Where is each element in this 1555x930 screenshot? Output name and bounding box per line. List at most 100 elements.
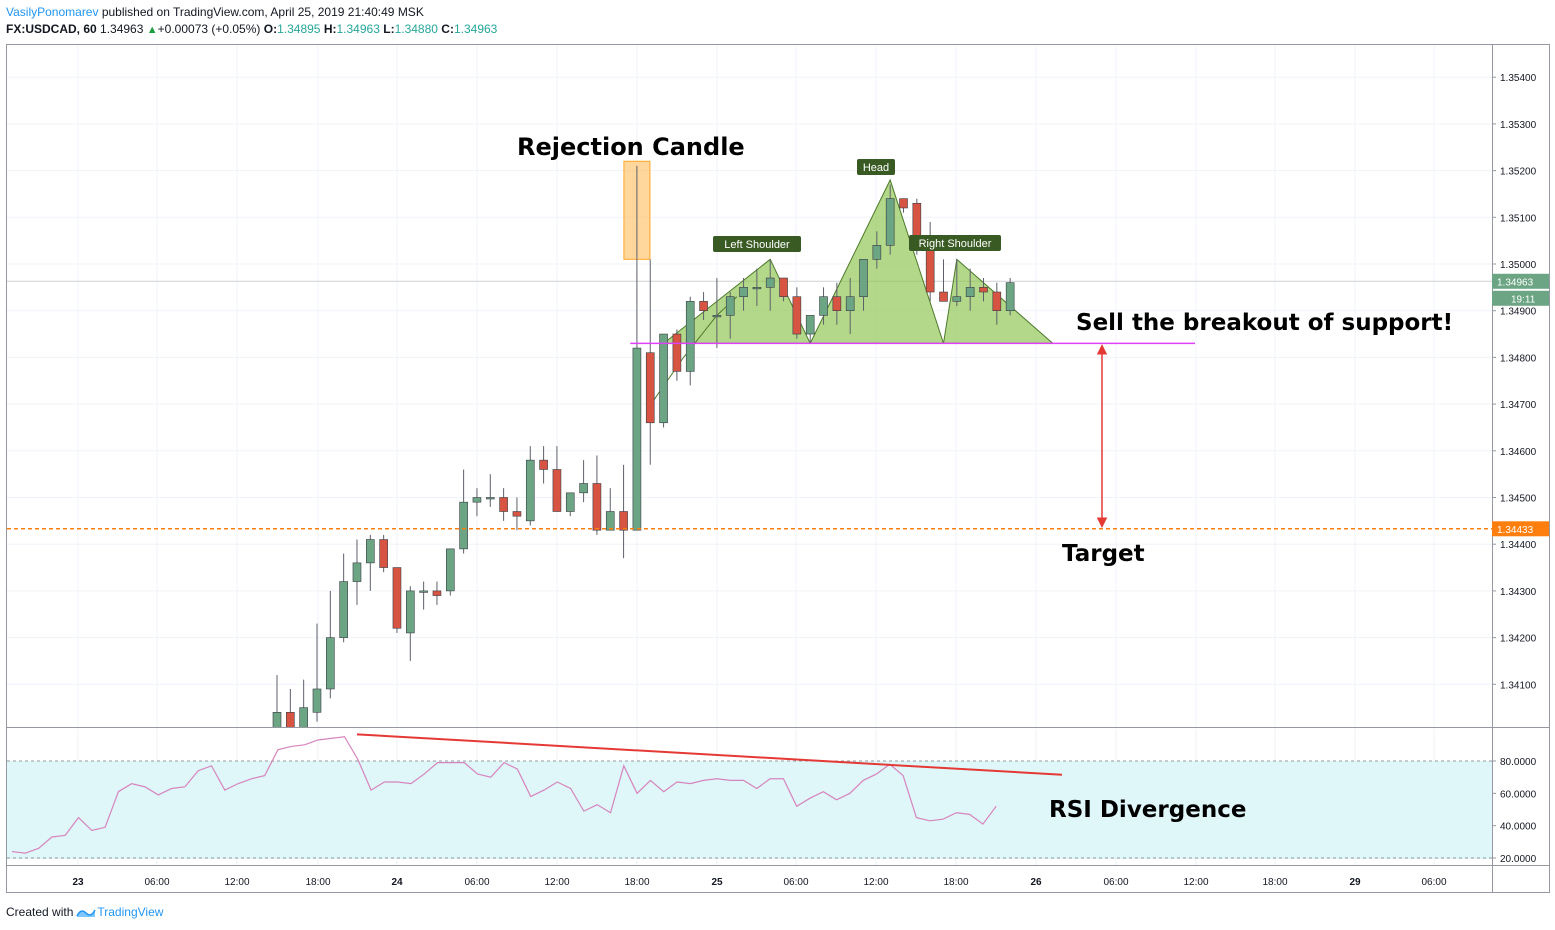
- candle-up[interactable]: [339, 581, 348, 638]
- price-tick-label: 1.34400: [1500, 540, 1537, 551]
- candle-up[interactable]: [459, 501, 468, 550]
- candle-up[interactable]: [605, 511, 615, 531]
- rejection-candle-label: Rejection Candle: [517, 133, 745, 161]
- candle-up[interactable]: [326, 637, 335, 690]
- rsi-tick-label: 80.0000: [1500, 757, 1537, 768]
- time-tick-label: 18:00: [305, 877, 330, 888]
- rsi-divergence-label: RSI Divergence: [1049, 797, 1246, 823]
- time-tick-label: 12:00: [1183, 877, 1208, 888]
- candle-down[interactable]: [899, 198, 908, 209]
- publish-info: VasilyPonomarev published on TradingView…: [6, 5, 424, 19]
- ohlc-legend: FX:USDCAD, 60 1.34963 ▲+0.00073 (+0.05%)…: [6, 22, 497, 36]
- candle-up[interactable]: [299, 707, 308, 731]
- candle-down[interactable]: [792, 296, 802, 335]
- rsi-tick-label: 40.0000: [1500, 822, 1537, 833]
- candle-up[interactable]: [632, 347, 642, 531]
- candle-up[interactable]: [419, 590, 428, 593]
- candle-down[interactable]: [672, 333, 682, 372]
- author-link[interactable]: VasilyPonomarev: [6, 5, 99, 19]
- candle-down[interactable]: [539, 459, 548, 470]
- time-tick-label: 23: [72, 877, 84, 888]
- candle-up[interactable]: [739, 287, 748, 297]
- candle-up[interactable]: [752, 287, 762, 290]
- candle-up[interactable]: [965, 287, 975, 297]
- divergence-line[interactable]: [356, 733, 1063, 776]
- time-axis[interactable]: 23 06:00 12:00 18:00 24 06:00 12:00 18:00 25 06:0…: [72, 877, 1447, 888]
- time-tick-label: 06:00: [1421, 877, 1446, 888]
- target-label: Target: [1062, 541, 1145, 567]
- candle-up[interactable]: [819, 296, 828, 316]
- candle-up[interactable]: [579, 483, 588, 494]
- candle-up[interactable]: [885, 198, 895, 246]
- candle-down[interactable]: [992, 291, 1002, 311]
- candle-up[interactable]: [445, 548, 455, 592]
- left-shoulder-label: Left Shoulder: [724, 239, 790, 251]
- candle-up[interactable]: [845, 296, 855, 312]
- candle-down[interactable]: [499, 497, 508, 512]
- price-tick-label: 1.34300: [1500, 587, 1537, 598]
- last-price: 1.34963: [100, 22, 144, 36]
- candle-up[interactable]: [725, 296, 735, 316]
- candle-up[interactable]: [405, 590, 415, 634]
- time-tick-label: 18:00: [624, 877, 649, 888]
- created-with-text: Created with: [6, 905, 74, 919]
- candle-down[interactable]: [592, 483, 602, 531]
- candle-down[interactable]: [619, 511, 628, 531]
- rsi-tick-label: 60.0000: [1500, 789, 1537, 800]
- candle-down[interactable]: [392, 567, 402, 629]
- price-tick-label: 1.35400: [1500, 73, 1537, 84]
- candle-up[interactable]: [765, 277, 775, 288]
- price-axis[interactable]: 1.35400 1.35300 1.35200 1.35100 1.35000 1.349…: [1492, 73, 1537, 691]
- candle-up[interactable]: [472, 497, 482, 503]
- time-tick-label: 25: [711, 877, 723, 888]
- candle-up[interactable]: [805, 315, 815, 335]
- countdown-badge: [1492, 290, 1549, 306]
- candle-up[interactable]: [712, 315, 722, 318]
- rsi-line[interactable]: [11, 736, 997, 854]
- time-tick-label: 06:00: [144, 877, 169, 888]
- candle-up[interactable]: [872, 245, 882, 260]
- high-value: 1.34963: [336, 22, 380, 36]
- candle-down[interactable]: [512, 511, 522, 517]
- candle-up[interactable]: [685, 301, 695, 372]
- candle-down[interactable]: [286, 712, 295, 731]
- candle-down[interactable]: [379, 539, 388, 568]
- candle-up[interactable]: [659, 333, 668, 424]
- candle-down[interactable]: [645, 352, 655, 424]
- candle-up[interactable]: [952, 296, 962, 302]
- candle-up[interactable]: [485, 497, 495, 500]
- price-tick-label: 1.34900: [1500, 307, 1537, 318]
- candle-down[interactable]: [779, 277, 788, 297]
- right-shoulder-label-bg: [909, 235, 1001, 251]
- target-price-badge: [1492, 521, 1549, 537]
- candle-up[interactable]: [312, 688, 322, 713]
- candle-down[interactable]: [432, 590, 442, 596]
- candle-down[interactable]: [699, 301, 708, 311]
- open-value: 1.34895: [277, 22, 321, 36]
- candle-down[interactable]: [832, 296, 842, 312]
- time-tick-label: 12:00: [544, 877, 569, 888]
- tradingview-link[interactable]: TradingView: [97, 905, 164, 919]
- tradingview-logo-icon: [76, 909, 97, 918]
- close-label: C:: [441, 22, 454, 36]
- candle-up[interactable]: [859, 259, 868, 297]
- time-tick-label: 18:00: [1262, 877, 1287, 888]
- price-tick-label: 1.35000: [1500, 260, 1537, 271]
- symbol-label[interactable]: FX:USDCAD, 60: [6, 22, 97, 36]
- candle-up[interactable]: [565, 492, 575, 512]
- rsi-axis[interactable]: 80.0000 60.0000 40.0000 20.0000: [1492, 757, 1537, 865]
- candle-down[interactable]: [979, 287, 988, 293]
- candle-up[interactable]: [272, 712, 282, 740]
- right-shoulder-label: Right Shoulder: [919, 238, 992, 250]
- price-tick-label: 1.34800: [1500, 353, 1537, 364]
- candle-up[interactable]: [1005, 282, 1015, 311]
- price-tick-label: 1.34500: [1500, 494, 1537, 505]
- candlestick-series[interactable]: [272, 165, 1015, 754]
- candle-down[interactable]: [939, 291, 948, 302]
- head-label: Head: [863, 162, 889, 174]
- candle-up[interactable]: [352, 562, 362, 582]
- candle-up[interactable]: [366, 539, 375, 564]
- candle-down[interactable]: [552, 469, 562, 512]
- candle-up[interactable]: [525, 459, 535, 522]
